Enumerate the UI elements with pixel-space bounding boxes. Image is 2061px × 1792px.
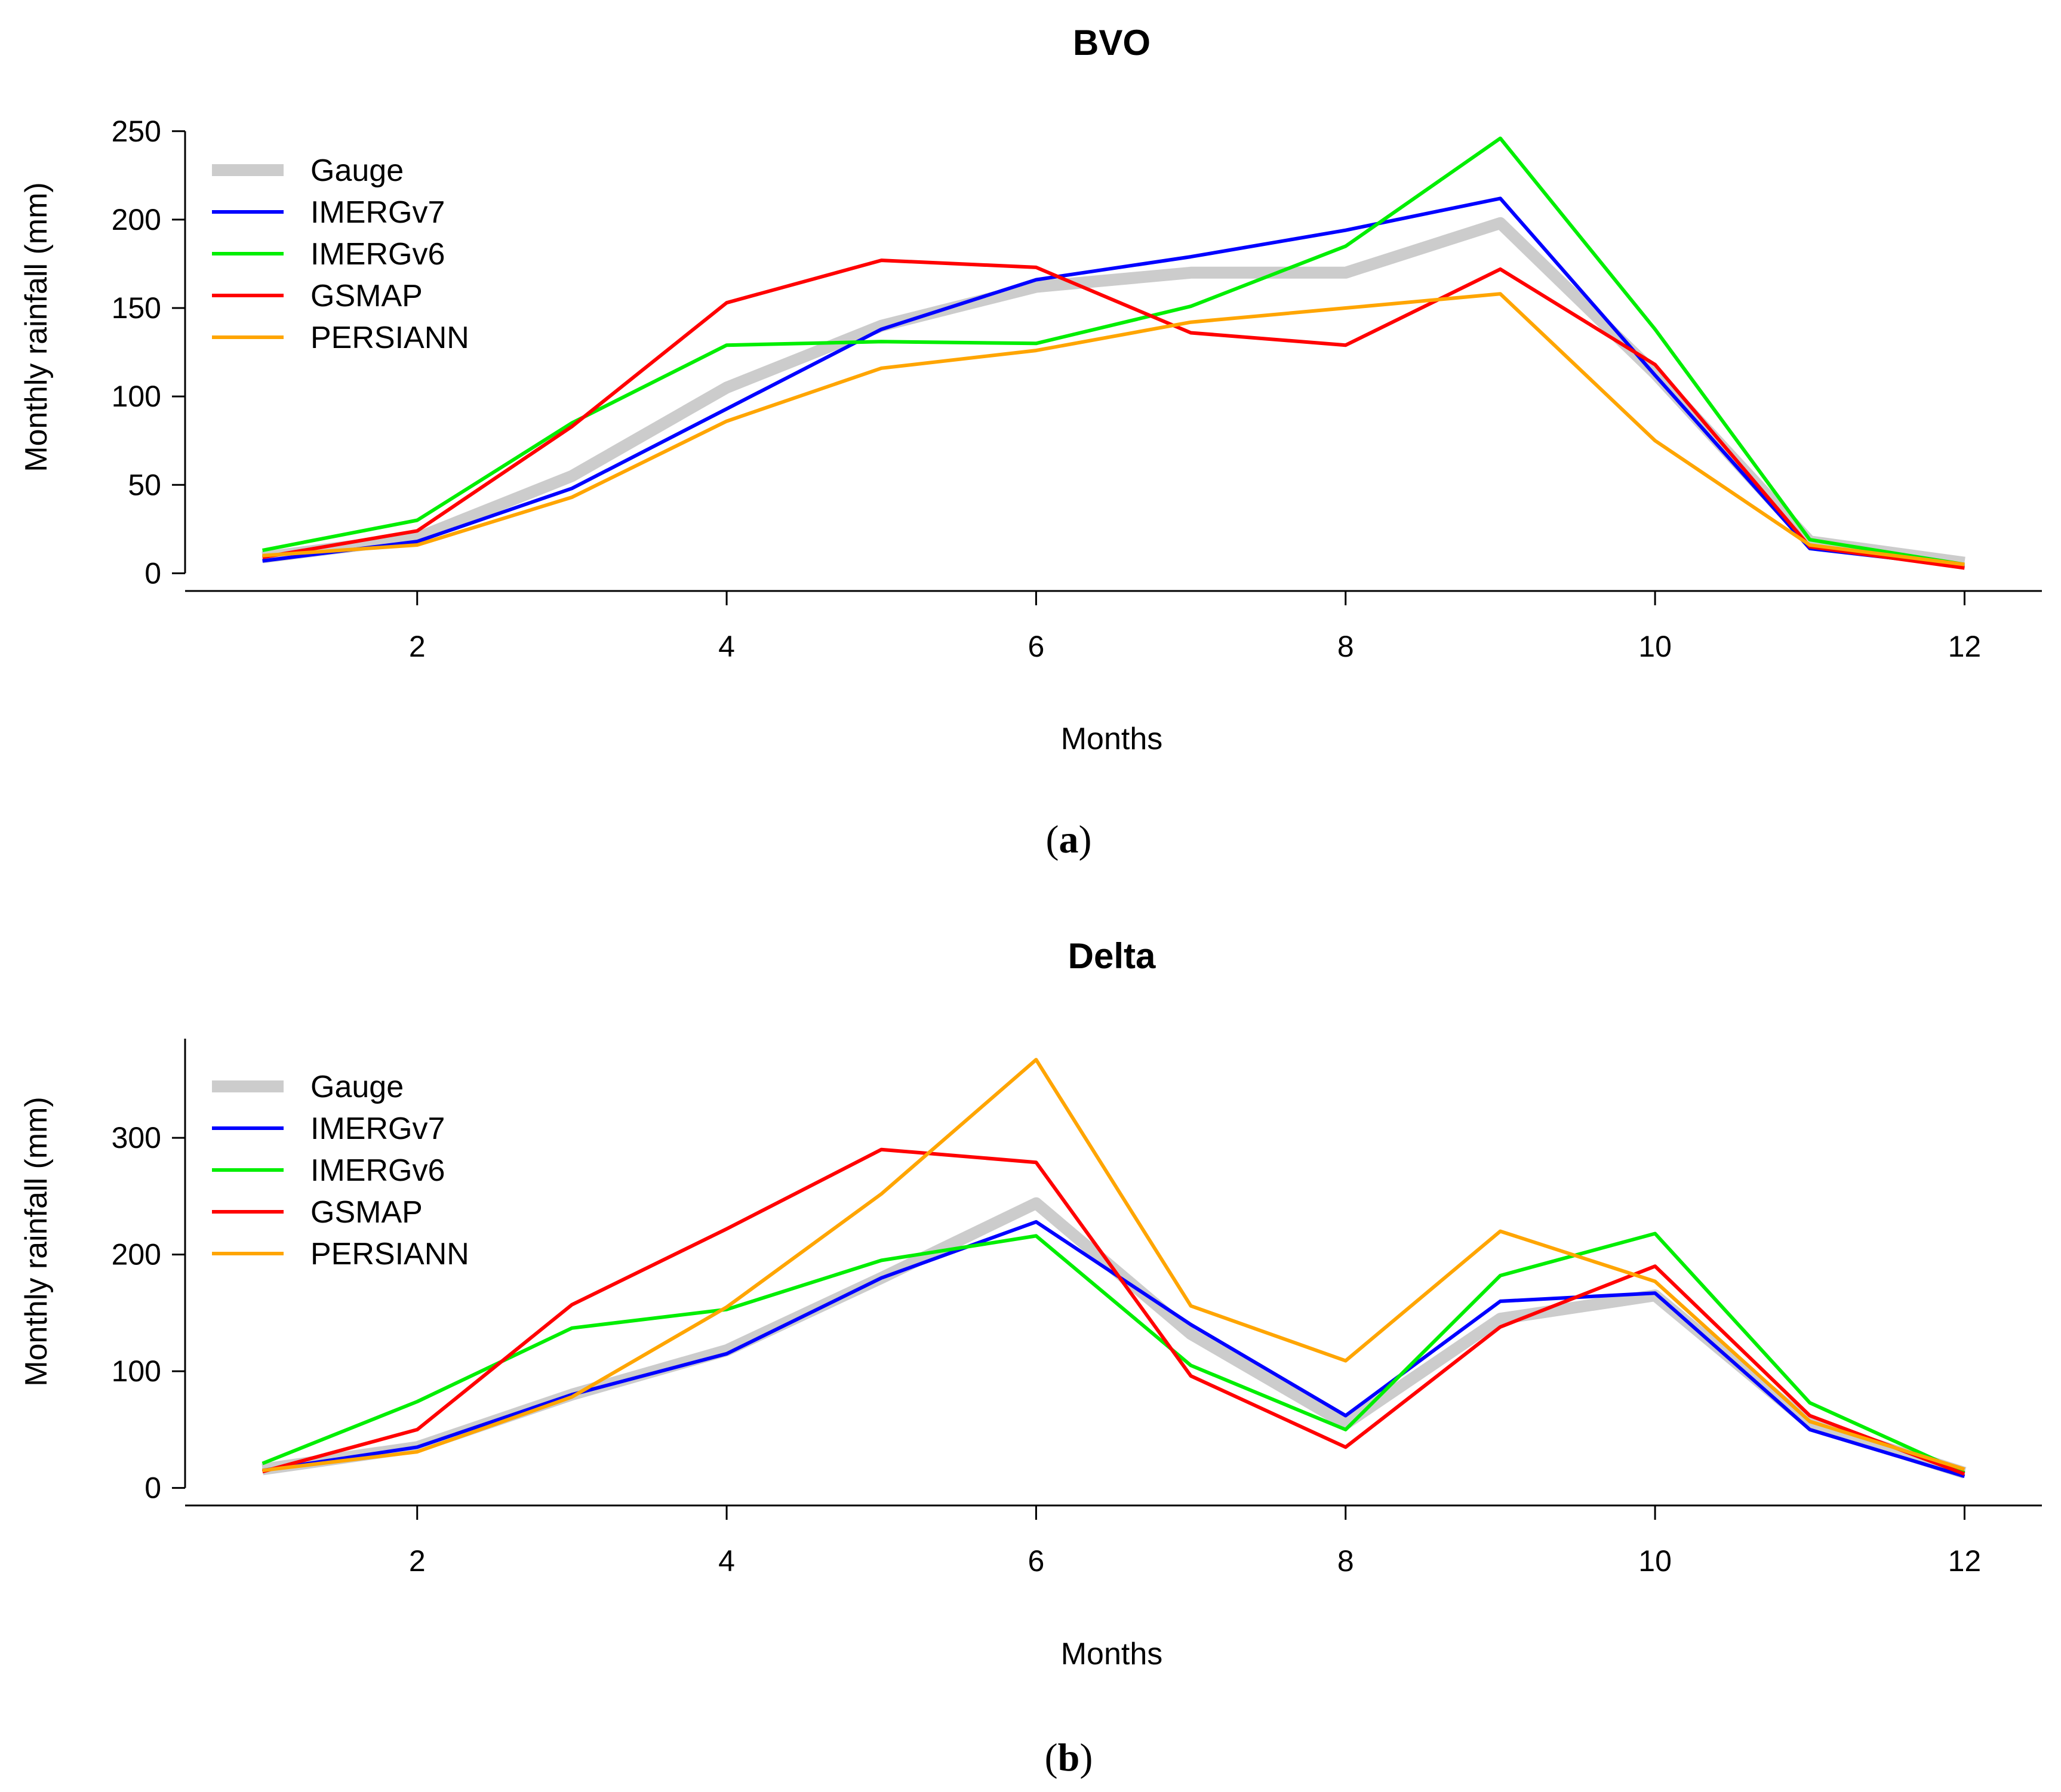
- series-line-imergv7: [262, 196, 1965, 568]
- series-line-gauge: [262, 1197, 1967, 1479]
- legend: Gauge IMERGv7 IMERGv6 GSMAP PERSIANN: [212, 153, 469, 355]
- y-axis-label: Monthly rainfall (mm): [19, 1097, 54, 1386]
- y-tick-label: 100: [112, 380, 161, 413]
- series-line-imergv6: [262, 1231, 1965, 1475]
- legend: Gauge IMERGv7 IMERGv6 GSMAP PERSIANN: [212, 1070, 469, 1271]
- x-tick-label: 2: [409, 1544, 426, 1578]
- y-tick-label: 50: [128, 468, 161, 501]
- x-tick-label: 6: [1028, 1544, 1045, 1578]
- legend-label-persiann: PERSIANN: [310, 1237, 469, 1271]
- x-tick-label: 4: [718, 1544, 735, 1578]
- caption-close: ): [1079, 818, 1092, 861]
- legend-label-gsmap: GSMAP: [310, 1195, 423, 1230]
- caption-letter: b: [1058, 1736, 1080, 1779]
- x-axis-label: Months: [1061, 1637, 1163, 1671]
- legend-label-gauge: Gauge: [310, 1070, 404, 1104]
- legend-label-imergv7: IMERGv7: [310, 1111, 445, 1146]
- y-tick-label: 200: [112, 203, 161, 236]
- series-line-gsmap: [262, 1147, 1965, 1476]
- legend-label-imergv6: IMERGv6: [310, 1153, 445, 1188]
- series-line-gauge: [262, 217, 1965, 569]
- x-tick-label: 2: [409, 630, 426, 663]
- series-lines: [262, 1058, 1967, 1479]
- y-tick-label: 250: [112, 115, 161, 148]
- series-line-imergv6: [262, 136, 1965, 566]
- series-line-persiann: [262, 292, 1965, 566]
- legend-label-gsmap: GSMAP: [310, 279, 423, 313]
- chart-panel-delta: Delta Monthly rainfall (mm) Months (b) 0…: [19, 936, 2042, 1779]
- caption-a: (a): [1046, 818, 1092, 861]
- x-tick-label: 12: [1948, 630, 1982, 663]
- y-tick-label: 0: [144, 1471, 161, 1505]
- axes: 0 100 200 300 2 4 6 8 10 12: [112, 1039, 2042, 1578]
- legend-label-gauge: Gauge: [310, 153, 404, 188]
- x-tick-label: 4: [718, 630, 735, 663]
- series-line-gsmap: [262, 258, 1965, 570]
- chart-panel-bvo: BVO Monthly rainfall (mm) Months (a) 0 50…: [19, 23, 2042, 861]
- y-axis-label: Monthly rainfall (mm): [19, 182, 54, 472]
- series-line-imergv7: [262, 1220, 1965, 1478]
- y-tick-label: 150: [112, 291, 161, 325]
- x-tick-label: 10: [1638, 1544, 1672, 1578]
- caption-open: (: [1046, 818, 1059, 861]
- y-tick-label: 100: [112, 1354, 161, 1388]
- caption-letter: a: [1059, 818, 1079, 861]
- y-tick-label: 0: [144, 556, 161, 590]
- axes: 0 50 100 150 200 250 2 4 6 8 10 12: [112, 115, 2042, 663]
- y-tick-label: 300: [112, 1121, 161, 1154]
- x-tick-label: 10: [1638, 630, 1672, 663]
- x-tick-label: 8: [1337, 630, 1354, 663]
- legend-label-imergv7: IMERGv7: [310, 195, 445, 230]
- x-tick-label: 8: [1337, 1544, 1354, 1578]
- series-lines: [262, 136, 1965, 570]
- legend-label-imergv6: IMERGv6: [310, 237, 445, 272]
- caption-close: ): [1079, 1736, 1093, 1779]
- x-tick-label: 12: [1948, 1544, 1982, 1578]
- x-axis-label: Months: [1061, 722, 1163, 756]
- caption-b: (b): [1045, 1736, 1093, 1779]
- y-tick-label: 200: [112, 1238, 161, 1271]
- series-line-persiann: [262, 1058, 1965, 1473]
- chart-title: BVO: [1073, 23, 1151, 63]
- caption-open: (: [1045, 1736, 1058, 1779]
- legend-label-persiann: PERSIANN: [310, 321, 469, 355]
- x-tick-label: 6: [1028, 630, 1045, 663]
- chart-title: Delta: [1068, 936, 1156, 976]
